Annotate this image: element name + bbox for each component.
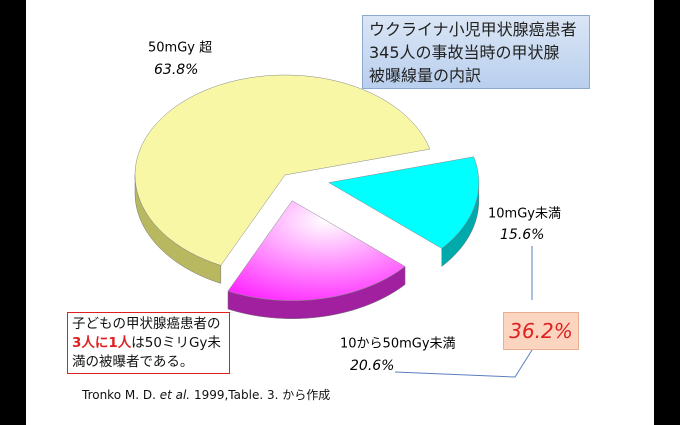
- pie-slice: [328, 156, 480, 249]
- source-text: et al.: [159, 388, 191, 402]
- title-line: ウクライナ小児甲状腺癌患者: [369, 20, 577, 39]
- note-highlight: 3人に1人: [72, 335, 132, 351]
- note-text: は50ミリGy未満の被曝者である。: [72, 335, 221, 370]
- slice-label: 10から50mGy未満: [340, 337, 456, 352]
- title-line: 被曝線量の内訳: [369, 66, 482, 85]
- source-text: Tronko M. D.: [82, 388, 160, 402]
- value-label: 63.8%: [154, 62, 198, 78]
- note-text: 子どもの甲状腺癌患者の: [72, 316, 221, 332]
- title-line: 345人の事故当時の甲状腺: [369, 43, 560, 62]
- slice-label: 50mGy 超: [148, 41, 212, 56]
- pie: [134, 74, 480, 319]
- note-box: 子どもの甲状腺癌患者の 3人に1人は50ミリGy未満の被曝者である。: [67, 312, 230, 374]
- source: Tronko M. D. et al. 1999,Table. 3. から作成: [82, 386, 330, 403]
- slice-label: 10mGy未満: [488, 207, 561, 222]
- leader-line: [394, 349, 533, 378]
- highlight-label: 36.2%: [503, 312, 579, 350]
- title-box: ウクライナ小児甲状腺癌患者 345人の事故当時の甲状腺 被曝線量の内訳: [362, 15, 590, 89]
- value-label: 15.6%: [500, 227, 544, 243]
- source-text: 1999,Table. 3. から作成: [190, 388, 331, 402]
- value-label: 20.6%: [350, 358, 394, 374]
- pie-slice: [227, 200, 406, 301]
- pie-slice: [134, 74, 431, 266]
